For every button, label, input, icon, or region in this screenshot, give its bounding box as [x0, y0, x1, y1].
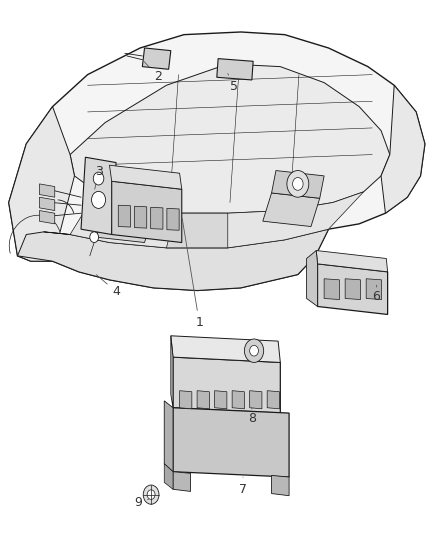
Circle shape	[143, 485, 159, 504]
Polygon shape	[81, 157, 116, 235]
Polygon shape	[118, 205, 131, 227]
Polygon shape	[381, 85, 425, 213]
Polygon shape	[272, 171, 324, 198]
Polygon shape	[9, 32, 425, 290]
Polygon shape	[263, 193, 320, 227]
Polygon shape	[167, 208, 179, 230]
Text: 6: 6	[372, 285, 380, 303]
Polygon shape	[166, 213, 228, 248]
Text: 9: 9	[134, 496, 148, 508]
Text: 7: 7	[239, 477, 247, 496]
Polygon shape	[197, 391, 209, 409]
Polygon shape	[39, 184, 55, 197]
Polygon shape	[173, 472, 191, 491]
Circle shape	[90, 232, 99, 243]
Circle shape	[244, 339, 264, 362]
Circle shape	[126, 191, 137, 204]
Polygon shape	[171, 336, 280, 362]
Polygon shape	[39, 211, 55, 224]
Polygon shape	[318, 264, 388, 314]
Polygon shape	[151, 207, 163, 229]
Polygon shape	[250, 391, 262, 409]
Polygon shape	[105, 184, 158, 213]
Text: 8: 8	[248, 408, 256, 425]
Polygon shape	[112, 181, 182, 243]
Polygon shape	[142, 48, 171, 69]
Polygon shape	[44, 192, 364, 248]
Polygon shape	[18, 229, 328, 290]
Circle shape	[120, 184, 142, 211]
Polygon shape	[180, 391, 192, 409]
Polygon shape	[134, 206, 147, 228]
Polygon shape	[171, 336, 173, 408]
Polygon shape	[272, 475, 289, 496]
Polygon shape	[345, 279, 360, 300]
Polygon shape	[324, 279, 339, 300]
Text: 5: 5	[228, 74, 238, 93]
Circle shape	[93, 172, 104, 185]
Text: 3: 3	[95, 165, 102, 189]
Circle shape	[250, 345, 258, 356]
Polygon shape	[39, 197, 55, 211]
Polygon shape	[9, 107, 74, 261]
Circle shape	[293, 177, 303, 190]
Polygon shape	[110, 165, 182, 189]
Text: 2: 2	[144, 62, 162, 83]
Polygon shape	[173, 408, 289, 477]
Text: 1: 1	[182, 219, 203, 329]
Polygon shape	[232, 391, 244, 409]
Text: 4: 4	[96, 274, 120, 298]
Polygon shape	[164, 464, 173, 489]
Polygon shape	[366, 279, 381, 300]
Circle shape	[92, 191, 106, 208]
Polygon shape	[96, 205, 153, 243]
Polygon shape	[215, 391, 227, 409]
Polygon shape	[70, 64, 390, 213]
Circle shape	[287, 171, 309, 197]
Polygon shape	[173, 357, 280, 413]
Circle shape	[147, 490, 155, 499]
Polygon shape	[267, 391, 279, 409]
Polygon shape	[217, 59, 253, 80]
Polygon shape	[307, 251, 318, 306]
Polygon shape	[164, 401, 173, 472]
Polygon shape	[316, 251, 388, 272]
